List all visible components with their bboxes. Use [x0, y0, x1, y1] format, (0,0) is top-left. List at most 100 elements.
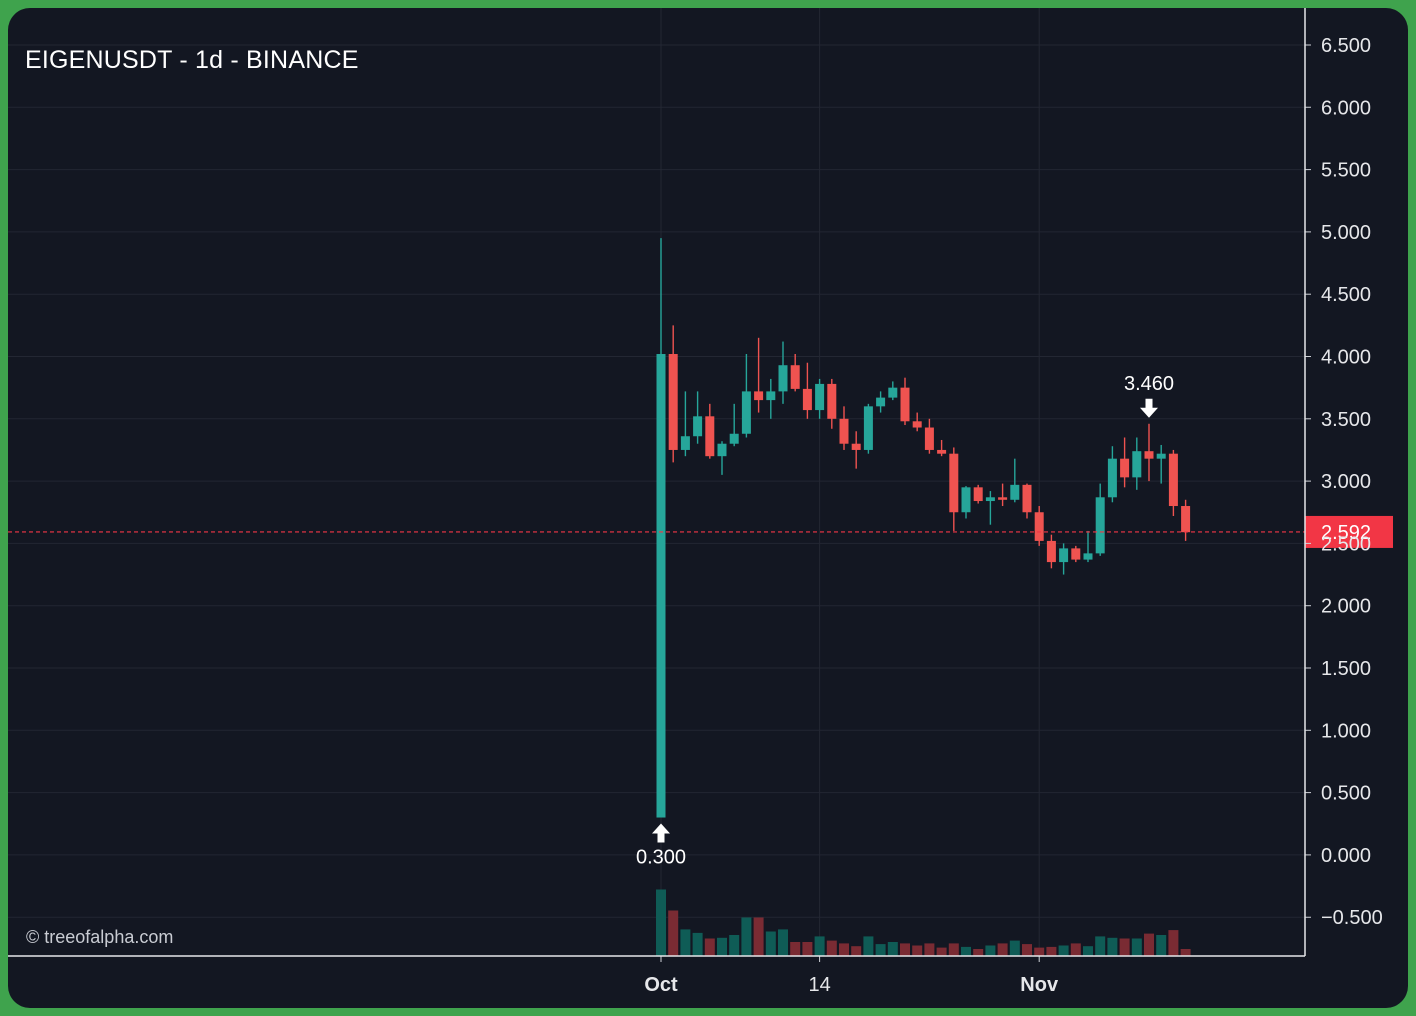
- volume-bar: [790, 942, 801, 956]
- volume-bar: [887, 942, 898, 956]
- volume-bar: [1180, 949, 1191, 956]
- candlestick-chart[interactable]: 2.592 0.300 3.460 6.500 6.000 5.500 5.000 4.50…: [8, 8, 1408, 1008]
- volume-bar: [729, 935, 740, 956]
- y-tick-label: 0.500: [1321, 783, 1371, 805]
- volume-bar: [753, 917, 764, 956]
- candle-body: [839, 418, 849, 444]
- candle-body: [741, 391, 751, 434]
- y-tick-label: 5.000: [1321, 222, 1371, 244]
- candle-body: [815, 383, 825, 411]
- candle-body: [1168, 453, 1178, 507]
- candle-body: [1046, 540, 1056, 563]
- volume-bar: [875, 944, 886, 956]
- volume-bar: [900, 943, 910, 956]
- candle-body: [1132, 451, 1142, 478]
- volume-bar: [802, 942, 813, 956]
- last-price-label: 2.592: [1321, 522, 1371, 544]
- candle-body: [778, 365, 788, 392]
- volume-bar: [1070, 943, 1081, 956]
- candle-body: [973, 487, 983, 502]
- candle-body: [1120, 458, 1130, 478]
- volume-bar: [936, 947, 947, 956]
- candle-body: [1156, 453, 1166, 459]
- volume-bar: [765, 931, 776, 956]
- volume-bar: [1156, 935, 1167, 956]
- candle-body: [790, 365, 800, 389]
- volume-bar: [1009, 940, 1020, 956]
- candle-body: [912, 421, 922, 428]
- candle-body: [705, 416, 715, 457]
- candle-body: [961, 487, 971, 513]
- volume-bar: [839, 943, 849, 956]
- low-arrow-icon: [652, 823, 670, 843]
- volume-bar: [826, 940, 837, 956]
- candle-body: [754, 391, 764, 401]
- volume-bar: [912, 945, 923, 956]
- volume-bar: [741, 917, 752, 956]
- candle-body: [1181, 506, 1191, 533]
- candle-body: [1144, 451, 1154, 459]
- volume-bar: [997, 943, 1008, 956]
- candle-body: [1010, 484, 1020, 500]
- y-tick-label: −0.500: [1321, 907, 1383, 929]
- volume-bar: [1144, 933, 1154, 956]
- volume-bar: [1119, 938, 1130, 956]
- volume-bar: [961, 946, 971, 956]
- watermark: © treeofalpha.com: [26, 927, 174, 947]
- volume-bar: [704, 938, 715, 956]
- candle-body: [985, 497, 995, 502]
- candle-body: [863, 406, 873, 450]
- candle-body: [656, 354, 666, 818]
- axes: 6.500 6.000 5.500 5.000 4.500 4.000 3.500 3.000…: [8, 8, 1383, 996]
- x-tick-label: Nov: [1020, 974, 1059, 996]
- candle-body: [998, 497, 1008, 500]
- y-tick-label: 2.000: [1321, 596, 1371, 618]
- volume-bar: [778, 929, 788, 956]
- volume-bar: [1095, 936, 1106, 956]
- y-tick-label: 1.000: [1321, 720, 1371, 742]
- volume-bar: [948, 943, 959, 956]
- volume-bar: [692, 932, 703, 956]
- candle-body: [924, 427, 934, 450]
- volume-bar: [851, 946, 862, 956]
- candle-body: [937, 449, 947, 454]
- chart-frame: 2.592 0.300 3.460 6.500 6.000 5.500 5.000 4.50…: [8, 8, 1408, 1008]
- candles: [656, 238, 1191, 818]
- high-price-label: 3.460: [1124, 373, 1174, 395]
- y-tick-label: 2.500: [1321, 533, 1371, 555]
- volume-bar: [717, 937, 727, 956]
- volume-bar: [1034, 947, 1045, 956]
- candle-body: [668, 354, 678, 450]
- y-tick-label: 4.000: [1321, 347, 1371, 369]
- candle-body: [827, 383, 837, 419]
- candle-body: [680, 436, 690, 450]
- volume-bar: [680, 929, 691, 956]
- candle-body: [717, 443, 727, 457]
- high-arrow-icon: [1140, 398, 1158, 418]
- x-tick-label: Oct: [644, 974, 678, 996]
- candle-body: [693, 416, 703, 437]
- volume-bars: [656, 889, 1191, 956]
- candle-body: [1071, 548, 1081, 560]
- volume-bar: [1058, 945, 1069, 956]
- candle-body: [1107, 458, 1117, 498]
- y-tick-label: 1.500: [1321, 658, 1371, 680]
- candle-body: [876, 397, 886, 407]
- candle-body: [900, 387, 910, 422]
- candle-body: [1083, 553, 1093, 560]
- volume-bar: [1046, 946, 1057, 956]
- y-tick-label: 3.000: [1321, 471, 1371, 493]
- volume-bar: [1083, 946, 1093, 956]
- candle-body: [851, 443, 861, 450]
- volume-bar: [1022, 944, 1032, 956]
- volume-bar: [668, 910, 679, 956]
- candle-body: [1034, 512, 1044, 541]
- volume-bar: [863, 936, 874, 956]
- chart-title: EIGENUSDT - 1d - BINANCE: [25, 46, 359, 74]
- candle-body: [949, 453, 959, 513]
- candle-body: [1095, 497, 1105, 554]
- candle-body: [888, 387, 898, 398]
- y-tick-label: 0.000: [1321, 845, 1371, 867]
- volume-bar: [973, 949, 984, 956]
- y-tick-label: 4.500: [1321, 284, 1371, 306]
